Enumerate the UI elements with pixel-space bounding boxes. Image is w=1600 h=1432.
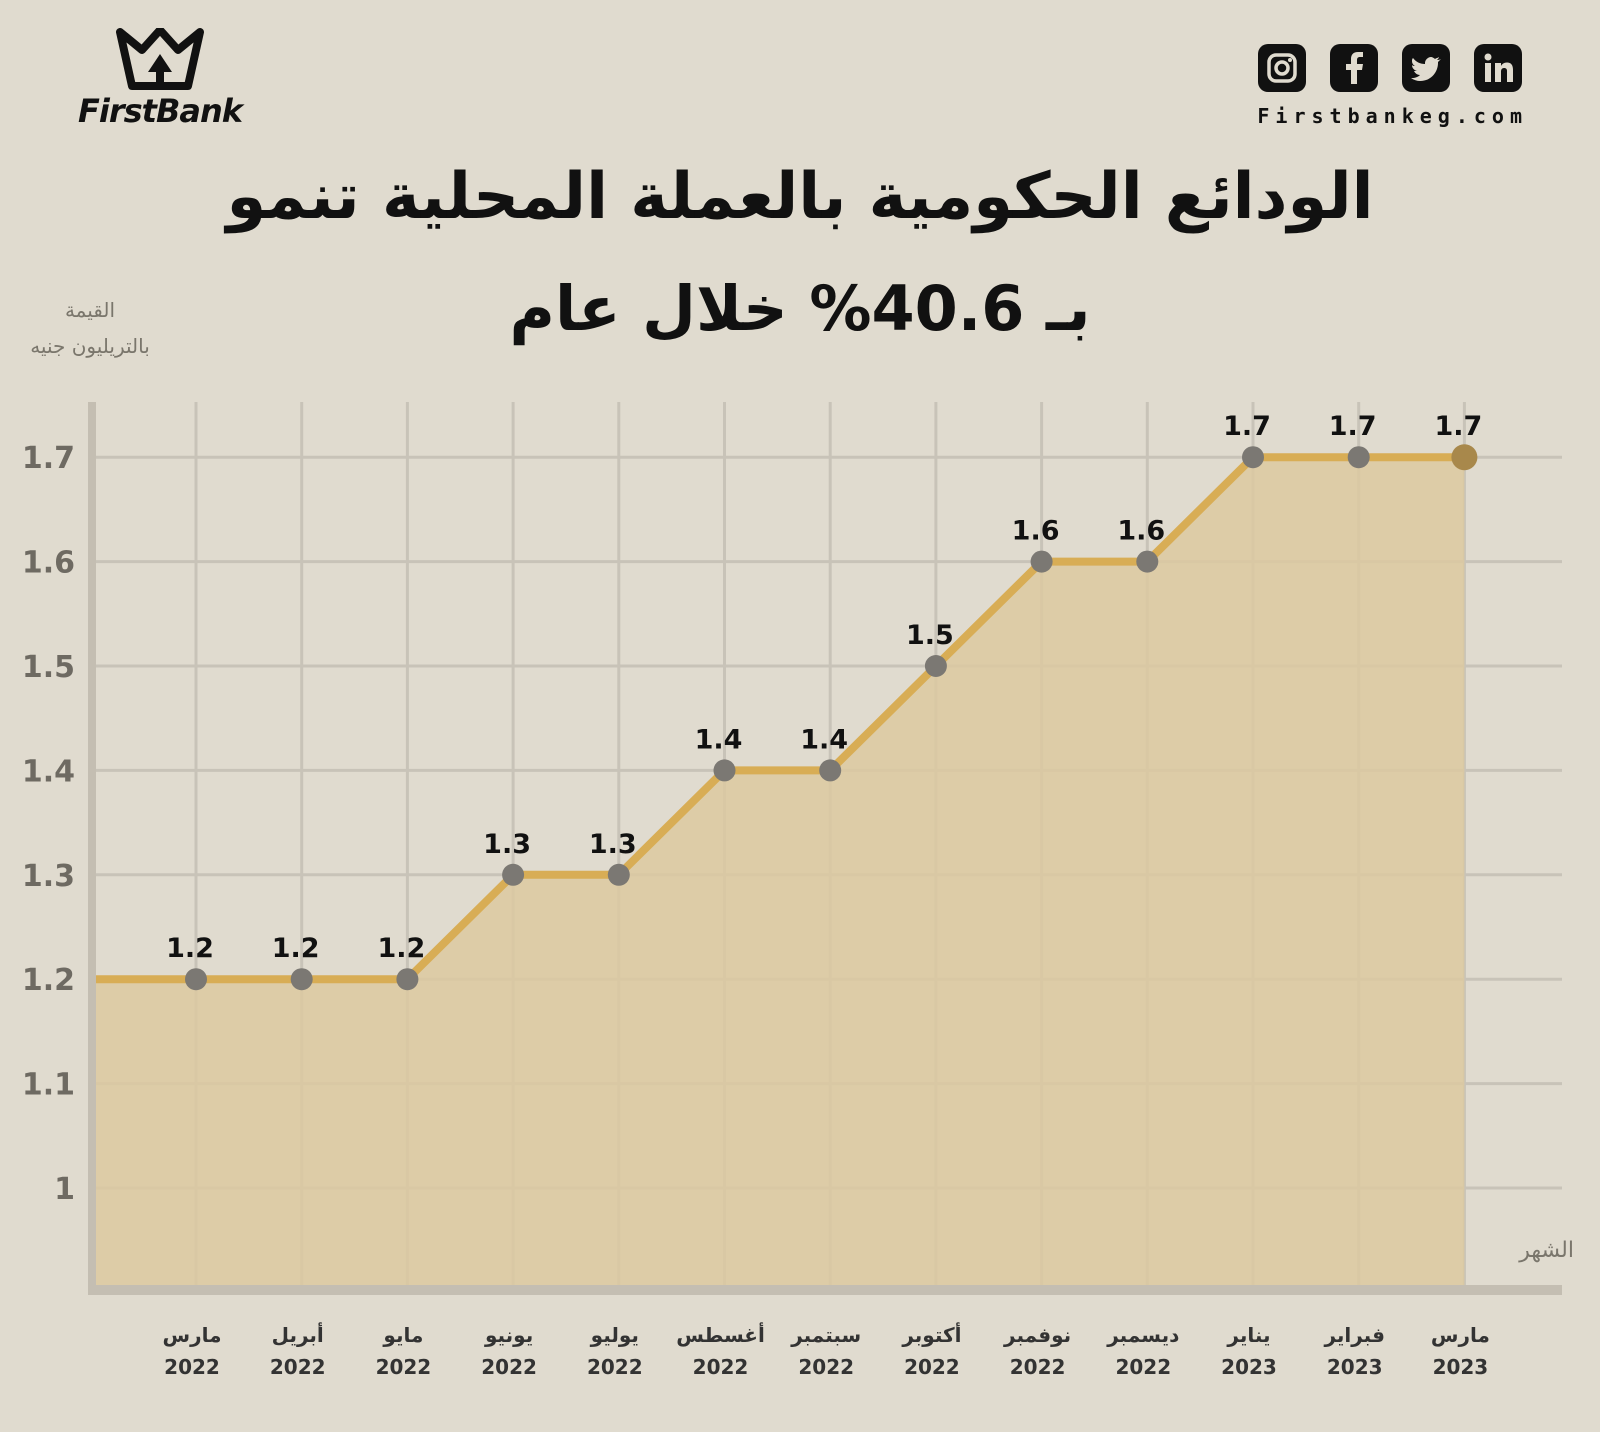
x-axis-label: الشهر	[1519, 1238, 1574, 1263]
data-label: 1.7	[1329, 411, 1377, 442]
data-point	[1451, 444, 1478, 471]
x-tick-month: مايو	[382, 1323, 423, 1347]
data-label: 1.7	[1434, 411, 1482, 442]
instagram-icon[interactable]	[1258, 44, 1306, 92]
data-label: 1.2	[377, 933, 425, 964]
twitter-icon[interactable]	[1402, 44, 1450, 92]
area-fill	[96, 457, 1465, 1285]
x-tick-month: أكتوبر	[901, 1321, 961, 1347]
x-tick-month: نوفمبر	[1003, 1323, 1071, 1347]
x-tick-year: 2022	[693, 1355, 749, 1379]
y-tick-label: 1.4	[22, 754, 75, 789]
brand-name: FirstBank	[78, 92, 243, 130]
data-label: 1.3	[483, 829, 531, 860]
y-axis-label: القيمة بالتريليون جنيه	[10, 292, 170, 364]
data-label: 1.6	[1117, 516, 1165, 547]
data-point	[1242, 446, 1264, 469]
x-tick-year: 2023	[1327, 1355, 1383, 1379]
data-label: 1.2	[166, 933, 214, 964]
linkedin-icon[interactable]	[1474, 44, 1522, 92]
x-tick-month: أغسطس	[676, 1321, 765, 1347]
chart-title-line1: الودائع الحكومية بالعملة المحلية تنمو	[226, 160, 1374, 234]
data-label: 1.5	[906, 620, 954, 651]
data-point	[1030, 550, 1053, 573]
x-tick-year: 2022	[1010, 1355, 1066, 1379]
x-tick-month: يوليو	[590, 1323, 639, 1347]
x-axis-line	[88, 1285, 1562, 1295]
y-axis-label-line2: بالتريليون جنيه	[30, 334, 150, 358]
data-label: 1.3	[589, 829, 637, 860]
x-tick-month: مارس	[162, 1323, 221, 1347]
y-tick-label: 1.1	[22, 1068, 75, 1103]
x-tick-year: 2022	[798, 1355, 854, 1379]
y-axis-line	[88, 402, 96, 1293]
data-point	[502, 863, 525, 886]
x-tick-year: 2022	[481, 1355, 537, 1379]
data-point	[819, 759, 842, 782]
x-tick-month: سبتمبر	[790, 1323, 861, 1347]
facebook-icon[interactable]	[1330, 44, 1378, 92]
data-point	[396, 968, 419, 991]
y-tick-label: 1.2	[22, 963, 75, 998]
x-tick-month: أبريل	[272, 1321, 324, 1347]
crown-icon	[116, 28, 204, 90]
data-label: 1.2	[272, 933, 320, 964]
y-tick-label: 1.6	[22, 546, 75, 581]
x-tick-year: 2022	[587, 1355, 643, 1379]
y-tick-label: 1.3	[22, 859, 75, 894]
data-label: 1.4	[695, 724, 743, 755]
data-label: 1.7	[1223, 411, 1271, 442]
x-tick-month: يونيو	[484, 1323, 533, 1347]
x-tick-month: مارس	[1431, 1323, 1490, 1347]
x-tick-year: 2022	[904, 1355, 960, 1379]
y-axis-label-line1: القيمة	[64, 298, 116, 322]
x-tick-year: 2022	[270, 1355, 326, 1379]
x-tick-month: فبراير	[1323, 1323, 1385, 1347]
data-point	[607, 863, 630, 886]
y-tick-label: 1.5	[22, 650, 75, 685]
x-tick-year: 2022	[1115, 1355, 1171, 1379]
data-label: 1.4	[800, 724, 848, 755]
chart-title-line2: بـ 40.6% خلال عام	[509, 272, 1091, 345]
data-point	[924, 655, 947, 677]
x-tick-year: 2023	[1433, 1355, 1489, 1379]
data-point	[1347, 446, 1370, 469]
x-tick-month: يناير	[1226, 1323, 1270, 1347]
x-tick-year: 2023	[1221, 1355, 1277, 1379]
website-url[interactable]: Firstbankeg.com	[1257, 104, 1528, 128]
data-point	[185, 968, 207, 991]
data-point	[290, 968, 313, 991]
x-tick-year: 2022	[164, 1355, 220, 1379]
x-tick-month: ديسمبر	[1106, 1323, 1179, 1347]
social-links	[1258, 44, 1522, 92]
series-line	[96, 453, 1465, 984]
firstbank-logo: FirstBank	[70, 28, 250, 130]
data-point	[713, 759, 736, 782]
y-tick-label: 1	[54, 1172, 75, 1207]
y-tick-label: 1.7	[22, 441, 75, 476]
data-point	[1136, 550, 1159, 573]
data-label: 1.6	[1012, 516, 1060, 547]
x-tick-year: 2022	[376, 1355, 432, 1379]
